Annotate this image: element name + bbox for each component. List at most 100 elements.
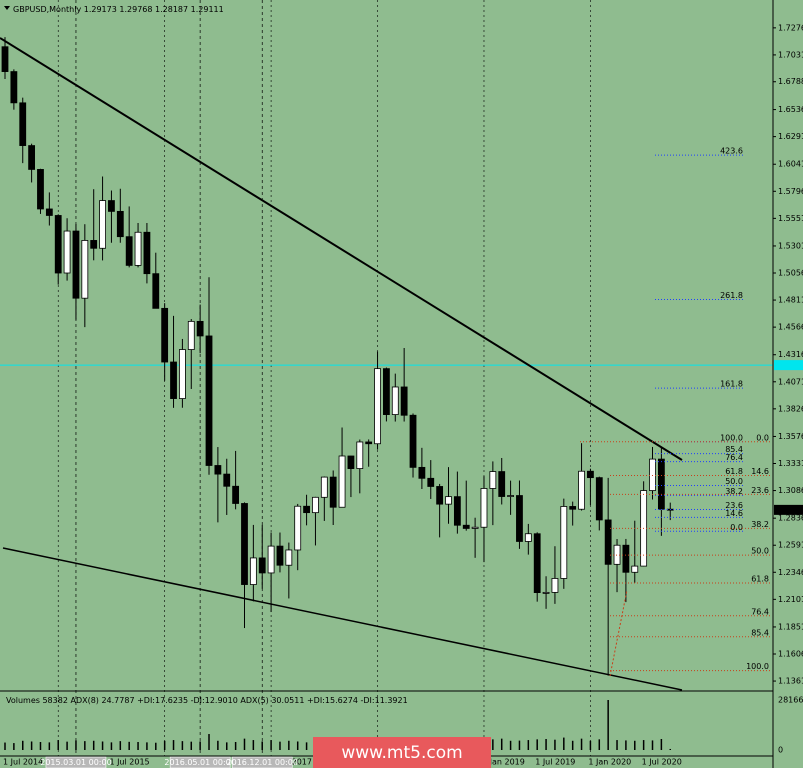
fib-label: 14.6 xyxy=(725,509,743,518)
fib-label: 14.6 xyxy=(751,467,769,476)
y-tick-label: 1.43160 xyxy=(778,350,803,359)
candle-body xyxy=(312,496,319,514)
y-tick-label: 1.48110 xyxy=(778,296,803,305)
candle-body xyxy=(453,496,461,526)
trend-line xyxy=(2,547,683,691)
current-price-box xyxy=(774,504,803,515)
candle-body xyxy=(303,505,310,514)
candle-body xyxy=(507,495,514,497)
candle-body xyxy=(276,545,284,566)
y-tick-label: 1.62910 xyxy=(778,132,803,141)
candle-body xyxy=(649,458,656,491)
fib-label: 50.0 xyxy=(725,477,743,486)
candle-body xyxy=(72,230,80,299)
watermark: www.mt5.com xyxy=(341,743,462,763)
candle-body xyxy=(542,591,550,594)
candle-body xyxy=(569,506,577,510)
watermark-box xyxy=(313,737,491,768)
y-tick-label: 1.72760 xyxy=(778,23,803,32)
candle-body xyxy=(524,533,532,542)
candle-body xyxy=(347,455,355,469)
trend-line xyxy=(0,37,683,461)
fib-label: 0.0 xyxy=(730,523,743,532)
candle-body xyxy=(356,441,364,469)
candle-body xyxy=(338,455,346,508)
candle-body xyxy=(622,544,630,573)
candle-body xyxy=(258,557,266,574)
candle-body xyxy=(587,470,594,479)
y-tick-label: 1.40710 xyxy=(778,377,803,386)
candle-body xyxy=(480,488,488,528)
candle-body xyxy=(551,578,559,593)
fib-label: 76.4 xyxy=(725,453,743,462)
x-tick-label: 1 Jan 2019 xyxy=(482,758,525,767)
y-tick-label: 2816675 xyxy=(778,696,803,705)
fib-anchor xyxy=(609,589,628,677)
candle-body xyxy=(578,470,585,510)
candle-body xyxy=(116,210,124,238)
candle-body xyxy=(427,477,435,487)
candle-body xyxy=(187,320,195,350)
candle-body xyxy=(81,240,89,299)
candle-body xyxy=(241,503,248,585)
candle-body xyxy=(604,519,612,565)
period-box xyxy=(231,756,293,768)
candle-body xyxy=(533,533,541,593)
period-label: 2016.05.01 00:00 xyxy=(164,758,235,767)
period-label: 2016.12.01 00:00 xyxy=(227,758,298,767)
candle-body xyxy=(613,544,621,565)
candle-body xyxy=(99,200,106,249)
menu-icon[interactable] xyxy=(4,6,10,10)
period-label: 2015.03.01 00:00 xyxy=(40,758,111,767)
y-tick-label: 0 xyxy=(778,746,783,755)
candle-body xyxy=(134,231,142,266)
overlay: 423.6261.8161.8100.085.476.461.850.038.2… xyxy=(580,147,770,672)
candle-body xyxy=(28,145,36,170)
candle-body xyxy=(125,236,133,266)
candle-body xyxy=(37,169,44,210)
y-tick-label: 1.28360 xyxy=(778,514,803,523)
fib-label: 100.0 xyxy=(746,662,769,671)
fib-label: 161.8 xyxy=(720,380,743,389)
y-tick-label: 1.25910 xyxy=(778,541,803,550)
candle-body xyxy=(631,565,639,573)
candle-body xyxy=(657,458,665,510)
y-tick-label: 1.35760 xyxy=(778,432,803,441)
candle-body xyxy=(161,307,169,363)
y-tick-label: 1.70310 xyxy=(778,50,803,59)
chart-header: GBPUSD,Monthly 1.29173 1.29768 1.28187 1… xyxy=(13,5,224,14)
y-tick-label: 1.67880 xyxy=(778,77,803,86)
candle-body xyxy=(90,240,98,249)
candle-body xyxy=(329,476,337,508)
candle-body xyxy=(391,386,399,415)
grid xyxy=(0,0,773,756)
price-line-label xyxy=(774,360,803,371)
candle-body xyxy=(383,368,390,415)
candle-body xyxy=(560,506,568,579)
candle-body xyxy=(445,496,452,505)
y-tick-label: 1.45660 xyxy=(778,323,803,332)
y-tick-label: 1.60410 xyxy=(778,160,803,169)
candle-body xyxy=(1,46,9,72)
fib-label: 38.2 xyxy=(725,487,743,496)
candle-body xyxy=(223,473,231,487)
candle-body xyxy=(294,505,302,551)
x-tick-label: 1 Jul 2019 xyxy=(535,758,575,767)
fib-label: 100.0 xyxy=(720,433,743,442)
candle-body xyxy=(19,102,27,146)
x-tick-label: 1 Jul 2014 xyxy=(3,758,43,767)
candle-body xyxy=(374,368,381,445)
candle-body xyxy=(418,466,426,479)
y-tick-label: 1.18510 xyxy=(778,622,803,631)
y-tick-label: 1.21010 xyxy=(778,595,803,604)
y-tick-label: 1.33310 xyxy=(778,459,803,468)
fib-label: 76.4 xyxy=(751,607,769,616)
candle-body xyxy=(400,386,408,416)
fib-label: 0.0 xyxy=(756,433,769,442)
y-tick-label: 1.23460 xyxy=(778,568,803,577)
candle-body xyxy=(10,71,18,104)
candle-body xyxy=(320,476,328,498)
candle-body xyxy=(232,485,240,504)
